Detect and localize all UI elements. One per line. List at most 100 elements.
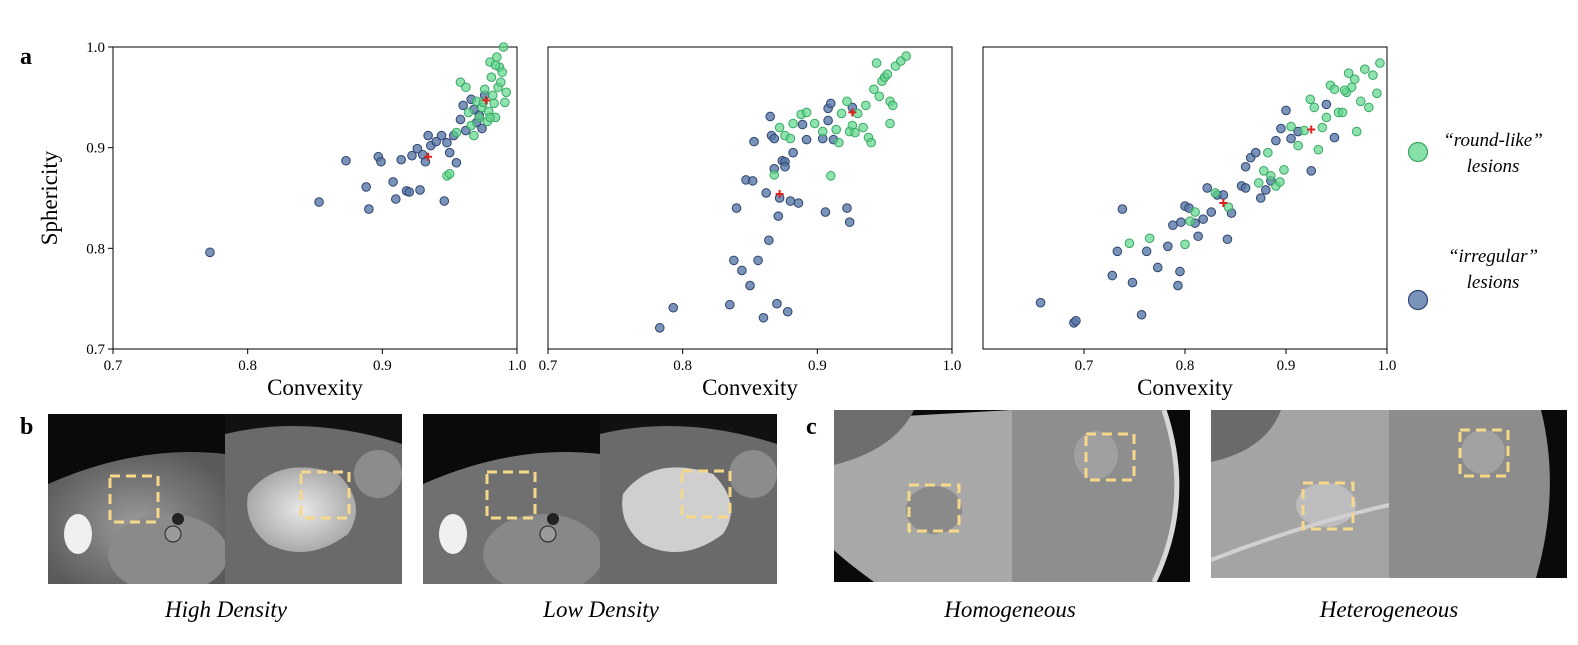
point-round-like	[1364, 102, 1374, 113]
point-irregular	[1173, 280, 1183, 291]
point-irregular	[842, 203, 852, 213]
point-irregular	[1141, 246, 1152, 257]
point-irregular	[388, 177, 398, 187]
point-irregular	[729, 255, 739, 266]
point-round-like	[1279, 165, 1289, 175]
point-centroid	[1219, 199, 1228, 208]
point-irregular	[820, 207, 831, 217]
point-round-like	[1313, 144, 1324, 155]
x-tick-label: 0.7	[104, 358, 123, 374]
point-round-like	[1317, 122, 1328, 133]
point-round-like	[1144, 233, 1155, 244]
point-round-like	[1286, 121, 1296, 132]
point-irregular	[407, 150, 417, 161]
ct-image-high-density	[48, 414, 402, 584]
point-round-like	[497, 67, 507, 77]
point-round-like	[1124, 238, 1135, 249]
point-round-like	[463, 107, 474, 118]
point-centroid	[1307, 125, 1316, 134]
panel-label-b: b	[20, 414, 34, 440]
point-round-like	[1190, 207, 1200, 217]
point-round-like	[871, 58, 882, 68]
point-irregular	[737, 265, 747, 276]
point-irregular	[747, 176, 758, 186]
point-irregular	[801, 134, 812, 145]
x-tick-label: 0.8	[238, 358, 257, 374]
point-irregular	[782, 306, 793, 317]
point-irregular	[1240, 183, 1251, 193]
point-irregular	[772, 298, 782, 309]
point-irregular	[1321, 99, 1332, 110]
point-round-like	[874, 91, 885, 102]
ct-image-heterogeneous	[1211, 410, 1567, 578]
point-irregular	[431, 136, 442, 147]
point-irregular	[823, 115, 833, 126]
point-round-like	[451, 127, 462, 138]
x-tick-label: 0.8	[673, 358, 692, 374]
point-irregular	[1261, 185, 1271, 195]
point-irregular	[788, 147, 798, 158]
point-round-like	[1368, 70, 1378, 80]
point-irregular	[764, 235, 774, 246]
caption-heterogeneous: Heterogeneous	[1319, 597, 1459, 622]
point-irregular	[753, 255, 763, 266]
point-irregular	[725, 299, 735, 310]
point-round-like	[469, 130, 479, 141]
point-irregular	[1250, 147, 1261, 158]
point-irregular	[1329, 132, 1340, 143]
point-irregular	[458, 100, 468, 111]
point-round-like	[492, 52, 502, 62]
point-irregular	[391, 194, 401, 204]
point-irregular	[1193, 231, 1203, 242]
point-round-like	[1372, 88, 1382, 99]
point-centroid	[482, 96, 491, 105]
x-axis-label: Convexity	[1137, 375, 1233, 400]
caption-low-density: Low Density	[543, 597, 659, 622]
point-round-like	[774, 122, 785, 133]
point-round-like	[834, 137, 844, 148]
point-round-like	[866, 137, 877, 148]
point-irregular	[773, 211, 784, 221]
point-irregular	[1071, 316, 1081, 326]
point-round-like	[501, 87, 512, 98]
point-irregular	[797, 119, 808, 130]
point-irregular	[396, 154, 406, 165]
point-irregular	[1255, 193, 1266, 203]
point-round-like	[836, 108, 847, 119]
point-round-like	[1349, 74, 1360, 85]
point-round-like	[444, 169, 455, 179]
point-irregular	[314, 197, 324, 207]
x-tick-label: 1.0	[508, 358, 527, 374]
point-round-like	[1293, 140, 1303, 151]
point-irregular	[477, 123, 487, 134]
point-round-like	[1375, 58, 1385, 68]
ct-image-low-density	[423, 414, 777, 584]
caption-homogeneous: Homogeneous	[944, 597, 1076, 622]
point-round-like	[1359, 64, 1370, 74]
point-irregular	[780, 161, 790, 172]
point-round-like	[1253, 178, 1264, 188]
point-irregular	[1117, 204, 1128, 214]
x-tick-label: 0.7	[539, 358, 558, 374]
point-round-like	[785, 133, 796, 144]
point-irregular	[1281, 105, 1291, 116]
point-irregular	[364, 204, 374, 214]
point-round-like	[1180, 239, 1190, 250]
point-round-like	[1355, 96, 1366, 107]
point-irregular	[1222, 234, 1233, 245]
point-irregular	[361, 182, 371, 192]
point-irregular	[415, 185, 425, 195]
legend-marker-irregular	[1407, 289, 1429, 311]
point-irregular	[376, 156, 386, 167]
ct-image-homogeneous	[834, 410, 1190, 582]
point-irregular	[654, 323, 665, 333]
point-irregular	[444, 147, 455, 158]
panel-label-c: c	[806, 414, 817, 440]
y-axis-label: Sphericity	[37, 150, 62, 245]
point-round-like	[809, 118, 820, 129]
point-round-like	[1266, 171, 1276, 181]
point-round-like	[788, 118, 798, 129]
point-irregular	[1163, 241, 1173, 252]
point-round-like	[1258, 166, 1269, 176]
point-round-like	[1329, 84, 1340, 95]
